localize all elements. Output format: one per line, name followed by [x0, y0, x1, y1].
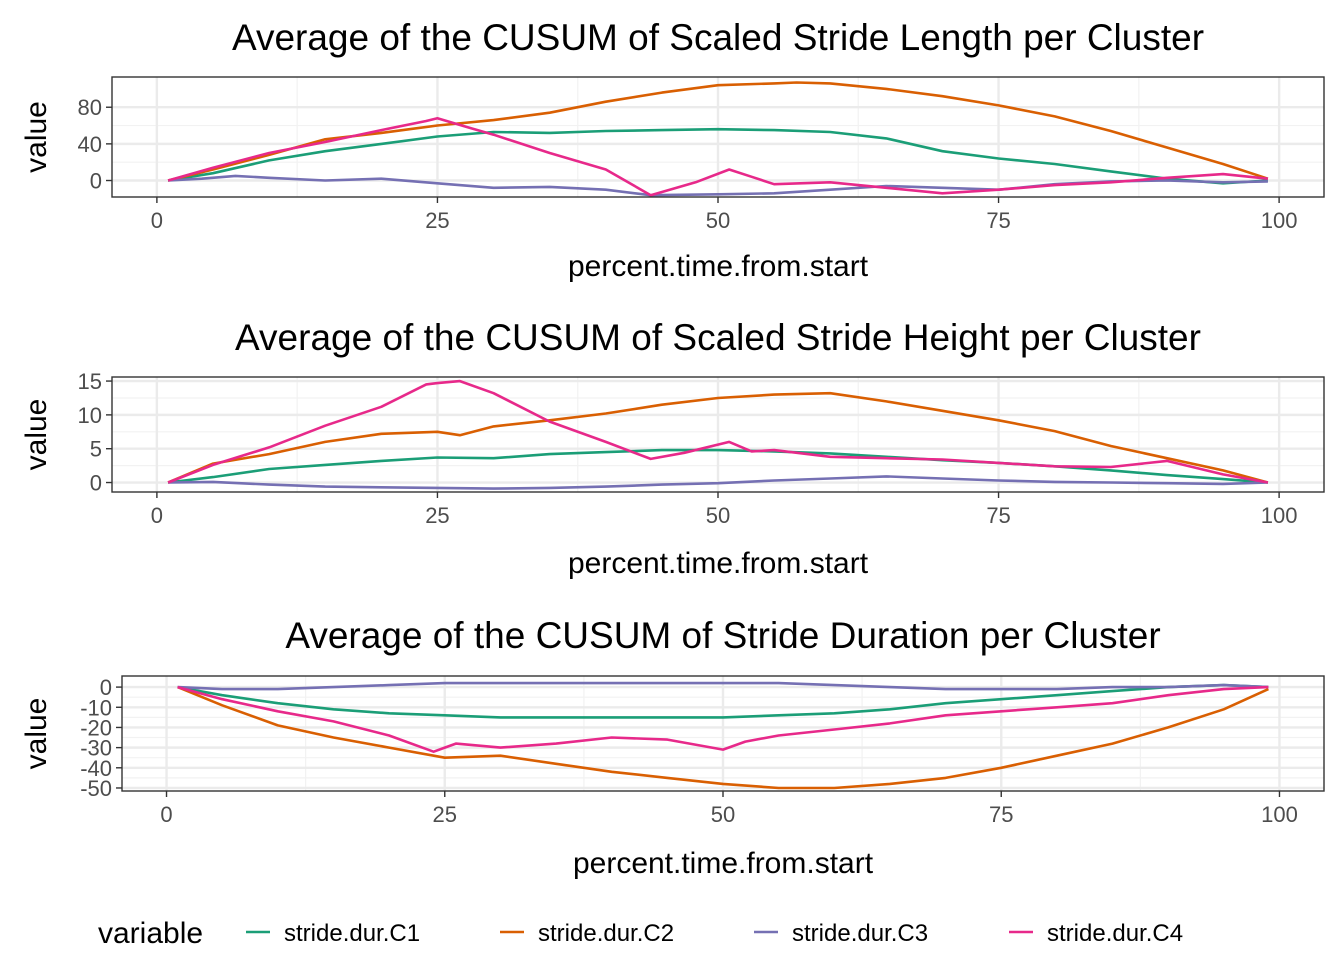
series-line-stride-dur-c4 [177, 685, 1269, 753]
y-tick-label: -10 [80, 695, 112, 720]
x-tick-label: 50 [711, 802, 735, 827]
legend-item-stride-dur-c1: stride.dur.C1 [246, 920, 420, 947]
x-tick-label: 0 [160, 802, 172, 827]
y-tick-label: 0 [100, 675, 112, 700]
x-tick-label: 0 [151, 208, 163, 233]
y-tick-label: 0 [90, 169, 102, 194]
x-tick-label: 50 [706, 208, 730, 233]
y-tick-label: -50 [80, 776, 112, 801]
x-tick-label: 0 [151, 503, 163, 528]
legend-label: stride.dur.C4 [1047, 920, 1183, 947]
y-tick-label: 15 [78, 369, 102, 394]
legend-title: variable [98, 917, 203, 950]
x-tick-label: 75 [989, 802, 1013, 827]
chart-panel-2: 0 25 50 75 100 0 5 10 15 Average of the CUSUM of … [20, 317, 1325, 580]
x-axis-title: percent.time.from.start [568, 250, 869, 283]
x-tick-label: 75 [986, 208, 1010, 233]
series-line-stride-dur-c4 [167, 379, 1269, 484]
legend: variable stride.dur.C1 stride.dur.C2 stride… [98, 917, 1183, 950]
series-line-stride-dur-c3 [177, 681, 1269, 691]
series-line-stride-dur-c3 [168, 475, 1268, 490]
chart-title: Average of the CUSUM of Scaled Stride Le… [232, 17, 1204, 58]
chart-title: Average of the CUSUM of Stride Duration … [285, 615, 1160, 656]
legend-label: stride.dur.C2 [538, 920, 674, 947]
series-line-stride-dur-c1 [167, 448, 1268, 484]
chart-title: Average of the CUSUM of Scaled Stride He… [235, 317, 1201, 358]
y-axis-title: value [20, 698, 53, 770]
y-axis-title: value [20, 101, 53, 173]
y-tick-label: 0 [90, 471, 102, 496]
x-tick-label: 100 [1261, 802, 1298, 827]
series-line-stride-dur-c4 [167, 116, 1269, 197]
y-tick-label: -30 [80, 736, 112, 761]
y-tick-label: 80 [78, 95, 102, 120]
y-axis-title: value [20, 399, 53, 471]
x-axis-title: percent.time.from.start [573, 847, 874, 880]
y-tick-label: -20 [80, 715, 112, 740]
series-line-stride-dur-c1 [177, 683, 1269, 719]
chart-panel-1: 0 25 50 75 100 0 40 80 Average of the CUSUM of S… [20, 17, 1325, 283]
x-tick-label: 75 [986, 503, 1010, 528]
y-tick-label: 5 [90, 437, 102, 462]
x-tick-label: 25 [425, 503, 449, 528]
x-tick-label: 100 [1261, 208, 1298, 233]
x-tick-label: 50 [706, 503, 730, 528]
legend-item-stride-dur-c4: stride.dur.C4 [1009, 920, 1183, 947]
series-line-stride-dur-c2 [177, 685, 1269, 790]
x-tick-label: 25 [425, 208, 449, 233]
series-line-stride-dur-c2 [167, 391, 1269, 484]
legend-item-stride-dur-c3: stride.dur.C3 [754, 920, 928, 947]
y-tick-label: 40 [78, 132, 102, 157]
x-tick-label: 25 [433, 802, 457, 827]
series-line-stride-dur-c1 [167, 127, 1268, 185]
x-axis-title: percent.time.from.start [568, 547, 869, 580]
legend-item-stride-dur-c2: stride.dur.C2 [500, 920, 674, 947]
legend-label: stride.dur.C3 [792, 920, 928, 947]
y-tick-label: 10 [78, 403, 102, 428]
y-tick-label: -40 [80, 756, 112, 781]
x-tick-label: 100 [1261, 503, 1298, 528]
legend-label: stride.dur.C1 [284, 920, 420, 947]
